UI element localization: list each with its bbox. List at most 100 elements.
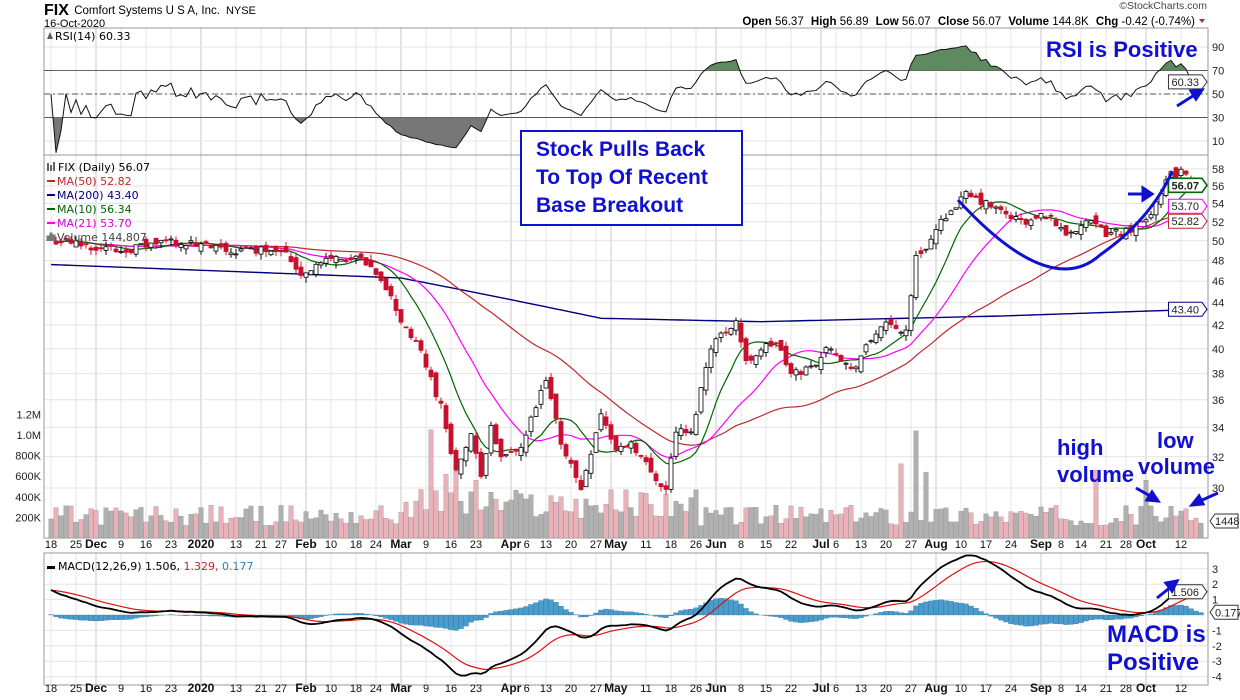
candle-body xyxy=(573,460,579,478)
macd-histogram-bar xyxy=(818,614,824,621)
ma21-value-tag: 53.70 xyxy=(1171,201,1199,213)
price-axis-label: 36 xyxy=(1212,395,1224,407)
candle-body xyxy=(273,246,279,252)
macd-histogram-bar xyxy=(498,610,504,616)
macd-histogram-bar xyxy=(488,613,494,616)
exchange: NYSE xyxy=(226,5,256,17)
macd-value-tag-box xyxy=(1167,584,1208,600)
volume-bar xyxy=(1103,524,1109,539)
arrowhead xyxy=(1163,578,1180,594)
volume-bar xyxy=(453,463,459,539)
volume-bar xyxy=(478,509,484,539)
volume-bar xyxy=(413,500,419,539)
volume-bar xyxy=(873,512,879,539)
candle-body xyxy=(678,428,684,436)
rsi-legend-icon xyxy=(47,32,53,39)
ma200-line xyxy=(50,263,1202,323)
candle-body xyxy=(183,245,189,250)
macd-histogram-bar xyxy=(583,614,589,618)
volume-bar xyxy=(553,502,559,539)
volume-bar xyxy=(838,513,844,539)
volume-bar xyxy=(78,519,84,539)
ma10-legend: MA(10) 56.34 xyxy=(57,203,132,216)
volume-bar xyxy=(623,489,629,539)
macd-histogram-bar xyxy=(993,614,999,619)
x-axis-label: 9 xyxy=(118,683,124,695)
volume-bar xyxy=(88,508,94,539)
volume-bar xyxy=(363,519,369,539)
volume-bar xyxy=(753,507,759,539)
volume-bar xyxy=(163,520,169,539)
volume-bar xyxy=(868,516,874,539)
candle-body xyxy=(783,345,789,366)
candle-body xyxy=(1148,214,1154,219)
macd-histogram-bar xyxy=(913,605,919,616)
candle-body xyxy=(343,259,349,262)
candle-body xyxy=(478,451,484,477)
price-axis-label: 38 xyxy=(1212,369,1224,381)
ma10-swatch xyxy=(47,208,55,210)
macd-histogram-bar xyxy=(888,611,894,616)
rsi-legend: RSI(14) 60.33 xyxy=(55,30,130,43)
x-axis-label: 16 xyxy=(140,683,152,695)
candle-body xyxy=(93,246,99,251)
volume-bar xyxy=(888,523,894,539)
volume-bar xyxy=(588,505,594,539)
x-axis-label: 24 xyxy=(370,539,382,551)
volume-bar xyxy=(113,507,119,539)
macd-histogram-bar xyxy=(1198,612,1204,616)
x-axis-label: 13 xyxy=(230,539,242,551)
x-axis-label: 11 xyxy=(640,683,651,695)
macd-histogram-bar xyxy=(798,614,804,623)
volume-bar xyxy=(653,515,659,539)
macd-histogram-bar xyxy=(468,614,474,623)
candle-body xyxy=(238,248,244,252)
volume-bar xyxy=(223,522,229,539)
candle-body xyxy=(458,458,464,475)
volume-bar xyxy=(253,520,259,539)
x-axis-label: Sep xyxy=(1030,681,1052,695)
macd-histogram-bar xyxy=(1098,614,1104,620)
macd-histogram-bar xyxy=(598,609,604,616)
volume-axis-label: 1.2M xyxy=(17,409,41,421)
candle-body xyxy=(448,423,454,454)
candle-body xyxy=(153,237,159,245)
volume-bar xyxy=(788,505,794,539)
x-axis-label: 23 xyxy=(470,683,482,695)
macd-histogram-bar xyxy=(528,604,534,616)
candle-body xyxy=(213,244,219,252)
macd-histogram-bar xyxy=(543,598,549,616)
volume-bar xyxy=(353,522,359,539)
x-axis-label: 21 xyxy=(1100,683,1112,695)
macd-histogram-bar xyxy=(343,613,349,616)
candle-body xyxy=(288,256,294,262)
candle-body xyxy=(598,413,604,431)
ohlc-readout: Open 56.37 High 56.89 Low 56.07 Close 56… xyxy=(742,16,1195,28)
candle-body xyxy=(923,248,929,251)
rsi-axis-label: 70 xyxy=(1212,66,1224,78)
macd-histogram-bar xyxy=(378,614,384,618)
macd-histogram-bar xyxy=(893,611,899,616)
macd-histogram-bar xyxy=(198,614,204,616)
volume-bar xyxy=(103,507,109,539)
volume-bar xyxy=(693,489,699,539)
volume-bar xyxy=(1168,506,1174,539)
volume-bar xyxy=(1053,505,1059,539)
macd-histogram-bar xyxy=(618,611,624,616)
volume-bar xyxy=(683,511,689,539)
macd-histogram-bar xyxy=(833,614,839,618)
x-axis-label: Apr xyxy=(501,681,522,695)
candle-body xyxy=(1013,216,1019,220)
candle-body xyxy=(588,453,594,474)
volume-bar xyxy=(963,507,969,539)
macd-histogram-bar xyxy=(118,614,124,620)
volume-bar xyxy=(1013,512,1019,539)
x-axis-label: 10 xyxy=(325,683,337,695)
x-axis-label: 10 xyxy=(325,539,337,551)
volume-bar xyxy=(408,517,414,539)
candle-body xyxy=(793,369,799,376)
macd-value-tag: 1.506 xyxy=(1171,587,1199,599)
candle-body xyxy=(648,457,654,473)
macd-histogram-bar xyxy=(73,614,79,620)
x-axis-label: 8 xyxy=(1058,683,1064,695)
